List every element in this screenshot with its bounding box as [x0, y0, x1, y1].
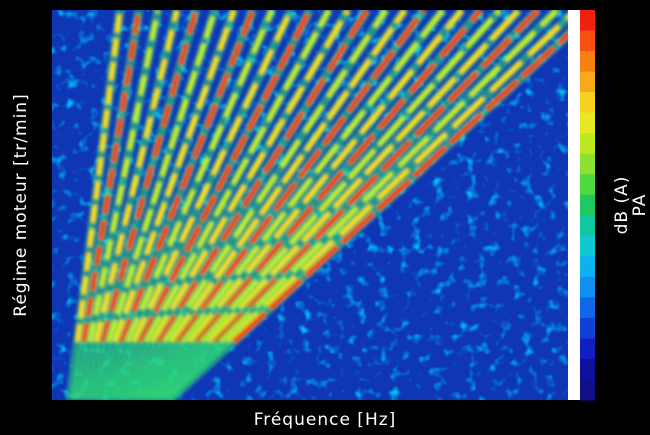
- colorbar-label: dB (A): [612, 176, 632, 235]
- order-line: [87, 10, 161, 343]
- colorbar-step: [580, 256, 595, 278]
- colorbar-step: [580, 215, 595, 237]
- colorbar-step: [580, 338, 595, 360]
- order-line: [131, 10, 294, 344]
- order-line: [125, 10, 275, 343]
- colorbar-step: [580, 112, 595, 134]
- order-line: [162, 10, 389, 344]
- order-line: [225, 14, 568, 344]
- colorbar-gap: [568, 10, 580, 400]
- colorbar-step: [580, 30, 595, 52]
- order-line: [206, 10, 521, 344]
- order-line: [219, 10, 559, 344]
- colorbar: [580, 10, 595, 401]
- order-line: [75, 10, 123, 343]
- colorbar-step: [580, 10, 595, 32]
- colorbar-step: [580, 153, 595, 175]
- order-line: [232, 31, 568, 344]
- order-line: [169, 10, 408, 344]
- order-line: [200, 10, 502, 344]
- order-line: [213, 10, 540, 344]
- order-line: [106, 10, 218, 343]
- order-line: [137, 10, 313, 344]
- y-axis-label: Régime moteur [tr/min]: [11, 93, 31, 316]
- order-line: [181, 10, 445, 344]
- colorbar-step: [580, 317, 595, 339]
- colorbar-step: [580, 235, 595, 257]
- order-line: [175, 10, 427, 344]
- order-line: [188, 10, 464, 344]
- colorbar-step: [580, 297, 595, 319]
- order-line: [112, 10, 237, 343]
- order-line: [194, 10, 483, 344]
- colorbar-step: [580, 276, 595, 298]
- order-line: [100, 10, 199, 343]
- order-line: [144, 10, 332, 344]
- order-line: [81, 10, 142, 343]
- colorbar-step: [580, 379, 595, 401]
- colorbar-sublabel: PA: [630, 194, 650, 217]
- order-line: [93, 10, 180, 343]
- order-line: [156, 10, 370, 344]
- colorbar-step: [580, 51, 595, 73]
- colorbar-step: [580, 71, 595, 93]
- heatmap-area: [52, 10, 568, 400]
- colorbar-step: [580, 194, 595, 216]
- order-line: [118, 10, 256, 343]
- colorbar-step: [580, 358, 595, 380]
- order-line: [150, 10, 351, 344]
- colorbar-step: [580, 174, 595, 196]
- x-axis-label: Fréquence [Hz]: [254, 410, 397, 430]
- colorbar-step: [580, 92, 595, 114]
- colorbar-step: [580, 133, 595, 155]
